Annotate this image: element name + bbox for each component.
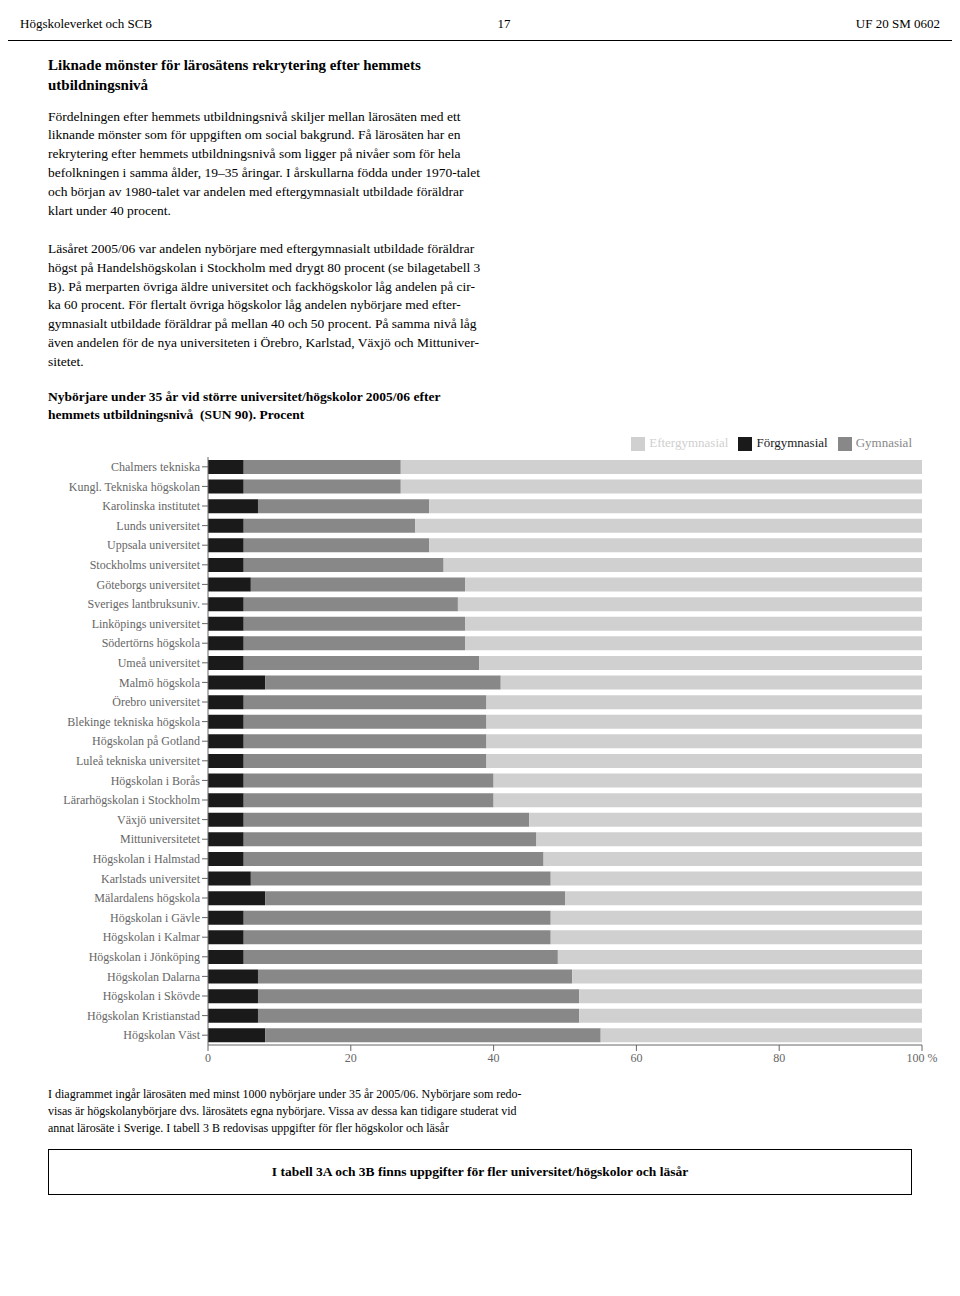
svg-text:Högskolan i Halmstad: Högskolan i Halmstad bbox=[93, 852, 200, 866]
svg-text:Malmö högskola: Malmö högskola bbox=[119, 676, 201, 690]
svg-text:Högskolan i Jönköping: Högskolan i Jönköping bbox=[89, 950, 200, 964]
html-text:Högskoleverket och SCB: Högskoleverket och SCB bbox=[20, 16, 153, 31]
svg-text:Stockholms universitet: Stockholms universitet bbox=[90, 558, 201, 572]
svg-text:Kungl. Tekniska högskolan: Kungl. Tekniska högskolan bbox=[69, 480, 200, 494]
html-text:Gymnasial: Gymnasial bbox=[855, 435, 912, 451]
html-text:Förgymnasial: Förgymnasial bbox=[756, 435, 828, 451]
svg-text:Göteborgs universitet: Göteborgs universitet bbox=[97, 578, 201, 592]
svg-text:20: 20 bbox=[345, 1051, 357, 1065]
svg-text:Örebro universitet: Örebro universitet bbox=[112, 696, 200, 710]
svg-text:Blekinge tekniska högskola: Blekinge tekniska högskola bbox=[67, 715, 200, 729]
svg-text:Högskolan Dalarna: Högskolan Dalarna bbox=[107, 970, 201, 984]
html-text:I diagrammet ingår lärosäten m: I diagrammet ingår lärosäten med minst 1… bbox=[48, 1087, 522, 1135]
svg-text:Lunds universitet: Lunds universitet bbox=[116, 519, 200, 533]
svg-text:Mittuniversitetet: Mittuniversitetet bbox=[120, 833, 201, 847]
svg-text:Lärarhögskolan i Stockholm: Lärarhögskolan i Stockholm bbox=[63, 794, 200, 808]
svg-text:Sveriges lantbruksuniv.: Sveriges lantbruksuniv. bbox=[87, 598, 200, 612]
html-text:17: 17 bbox=[497, 16, 511, 31]
svg-text:Linköpings universitet: Linköpings universitet bbox=[92, 617, 201, 631]
html-text:Eftergymnasial: Eftergymnasial bbox=[649, 435, 729, 451]
html-text:I tabell 3A och 3B finns uppgi: I tabell 3A och 3B finns uppgifter för f… bbox=[271, 1163, 689, 1179]
svg-text:Karolinska institutet: Karolinska institutet bbox=[102, 500, 200, 514]
svg-text:80: 80 bbox=[773, 1051, 785, 1065]
svg-text:Växjö universitet: Växjö universitet bbox=[117, 813, 201, 827]
html-text:Liknade mönster för lärosätens: Liknade mönster för lärosätens rekryteri… bbox=[48, 57, 421, 94]
svg-text:Luleå tekniska universitet: Luleå tekniska universitet bbox=[76, 754, 201, 768]
svg-text:Högskolan Kristianstad: Högskolan Kristianstad bbox=[87, 1009, 200, 1023]
svg-text:Chalmers tekniska: Chalmers tekniska bbox=[111, 460, 201, 474]
html-text:Nybörjare under 35 år vid stör: Nybörjare under 35 år vid större univers… bbox=[48, 389, 441, 423]
html-text:Fördelningen efter hemmets utb: Fördelningen efter hemmets utbildningsni… bbox=[48, 108, 481, 370]
svg-text:Högskolan i Gävle: Högskolan i Gävle bbox=[110, 911, 200, 925]
svg-text:Mälardalens högskola: Mälardalens högskola bbox=[94, 892, 200, 906]
svg-text:60: 60 bbox=[630, 1051, 642, 1065]
svg-text:40: 40 bbox=[488, 1051, 500, 1065]
svg-text:Karlstads universitet: Karlstads universitet bbox=[101, 872, 201, 886]
svg-text:Södertörns högskola: Södertörns högskola bbox=[102, 637, 201, 651]
svg-text:Högskolan i Kalmar: Högskolan i Kalmar bbox=[103, 931, 200, 945]
svg-text:Uppsala universitet: Uppsala universitet bbox=[107, 539, 201, 553]
svg-text:Högskolan i Borås: Högskolan i Borås bbox=[111, 774, 201, 788]
svg-text:Högskolan på Gotland: Högskolan på Gotland bbox=[92, 735, 200, 749]
svg-text:0: 0 bbox=[205, 1051, 211, 1065]
svg-text:100 %: 100 % bbox=[907, 1051, 938, 1065]
svg-text:Högskolan i Skövde: Högskolan i Skövde bbox=[103, 990, 200, 1004]
svg-text:Umeå universitet: Umeå universitet bbox=[118, 656, 201, 670]
html-text:UF 20 SM 0602: UF 20 SM 0602 bbox=[855, 16, 940, 31]
svg-text:Högskolan Väst: Högskolan Väst bbox=[123, 1029, 200, 1043]
